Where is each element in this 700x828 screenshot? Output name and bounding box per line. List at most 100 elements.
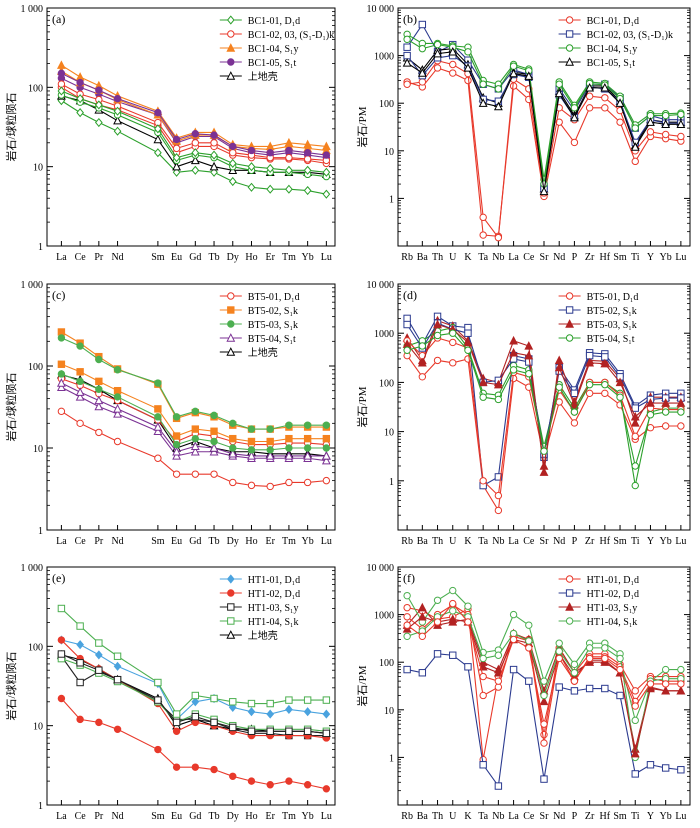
x-tick-label: Lu	[675, 811, 686, 822]
legend-item: HT1-04, S₁k	[558, 617, 637, 628]
data-point	[677, 680, 685, 688]
data-point	[616, 665, 624, 674]
data-point	[449, 338, 457, 347]
data-point	[479, 761, 487, 769]
series-0	[403, 351, 685, 515]
data-point	[285, 478, 293, 487]
x-tick-label: Er	[265, 811, 275, 822]
data-point	[227, 320, 235, 328]
data-point	[113, 661, 122, 671]
x-tick-label: La	[56, 252, 67, 263]
y-tick-label: 100	[28, 362, 43, 373]
data-point	[418, 44, 427, 53]
data-point	[247, 777, 256, 785]
x-tick-label: Rb	[401, 811, 413, 822]
data-point	[95, 355, 103, 364]
legend-item: HT1-02, D₁d	[558, 589, 639, 600]
data-point	[76, 715, 84, 724]
data-point	[565, 589, 574, 597]
data-point	[585, 104, 594, 112]
data-point	[631, 462, 639, 470]
data-point	[285, 146, 293, 155]
legend-label: BC1-05, S₁t	[587, 58, 636, 69]
data-point	[676, 685, 686, 695]
data-point	[525, 644, 533, 652]
data-point	[191, 434, 200, 443]
data-point	[226, 71, 236, 80]
data-point	[631, 404, 639, 412]
data-point	[247, 425, 256, 433]
data-point	[172, 161, 182, 171]
data-point	[418, 78, 427, 86]
data-point	[646, 117, 655, 126]
data-point	[524, 350, 534, 360]
data-point	[303, 451, 313, 460]
data-point	[601, 654, 609, 663]
x-tick-label: Hf	[600, 252, 611, 263]
data-point	[402, 58, 412, 67]
data-point	[403, 603, 411, 612]
x-tick-label: Th	[432, 536, 443, 547]
data-point	[247, 699, 256, 708]
data-point	[154, 124, 162, 134]
data-point	[76, 640, 84, 650]
legend-item: BC1-04, S₁y	[558, 44, 637, 55]
data-point	[172, 451, 182, 460]
data-point	[227, 58, 235, 66]
series-7	[56, 378, 331, 460]
data-point	[417, 602, 427, 612]
y-tick-label: 10 000	[367, 280, 395, 291]
x-tick-label: Yb	[660, 252, 672, 263]
data-point	[113, 106, 122, 116]
series-line	[406, 67, 681, 237]
data-point	[570, 104, 579, 112]
data-point	[677, 408, 685, 416]
y-tick-label: 100	[379, 658, 394, 669]
x-tick-label: Ta	[478, 536, 488, 547]
data-point	[539, 461, 549, 470]
data-point	[266, 184, 275, 194]
data-point	[403, 613, 411, 621]
data-point	[322, 785, 331, 793]
data-point	[449, 586, 457, 595]
data-point	[191, 763, 200, 771]
data-point	[418, 373, 427, 381]
data-point	[509, 347, 519, 357]
data-point	[229, 434, 237, 443]
data-point	[113, 725, 122, 733]
data-point	[417, 611, 427, 621]
x-tick-label: Gd	[189, 536, 201, 547]
x-tick-label: Tb	[208, 811, 219, 822]
series-line	[407, 60, 681, 240]
data-point	[303, 148, 312, 157]
data-point	[555, 80, 563, 88]
x-tick-label: Pr	[94, 811, 104, 822]
x-tick-label: Nb	[492, 252, 504, 263]
x-tick-label: Eu	[171, 252, 182, 263]
panel-label: (f)	[403, 571, 415, 585]
legend-label: HT1-04, S₁k	[248, 617, 299, 628]
data-point	[585, 82, 595, 92]
data-point	[191, 691, 200, 700]
data-point	[113, 652, 122, 660]
legend-item: HT1-04, S₁k	[219, 617, 299, 628]
x-tick-label: Ta	[478, 252, 488, 263]
data-point	[247, 162, 256, 172]
x-tick-label: Th	[432, 811, 443, 822]
data-point	[570, 669, 579, 677]
data-point	[76, 342, 84, 350]
data-point	[113, 409, 122, 418]
data-point	[210, 411, 218, 420]
legend-item: BC1-05, S₁t	[219, 58, 297, 69]
x-tick-label: Tm	[282, 811, 296, 822]
x-tick-label: La	[56, 536, 67, 547]
series-line	[406, 355, 681, 513]
data-point	[539, 467, 549, 476]
data-point	[113, 126, 122, 136]
data-point	[210, 470, 218, 478]
data-point	[478, 377, 488, 387]
x-tick-label: Sm	[151, 811, 165, 822]
data-point	[565, 319, 575, 328]
data-point	[565, 306, 574, 314]
